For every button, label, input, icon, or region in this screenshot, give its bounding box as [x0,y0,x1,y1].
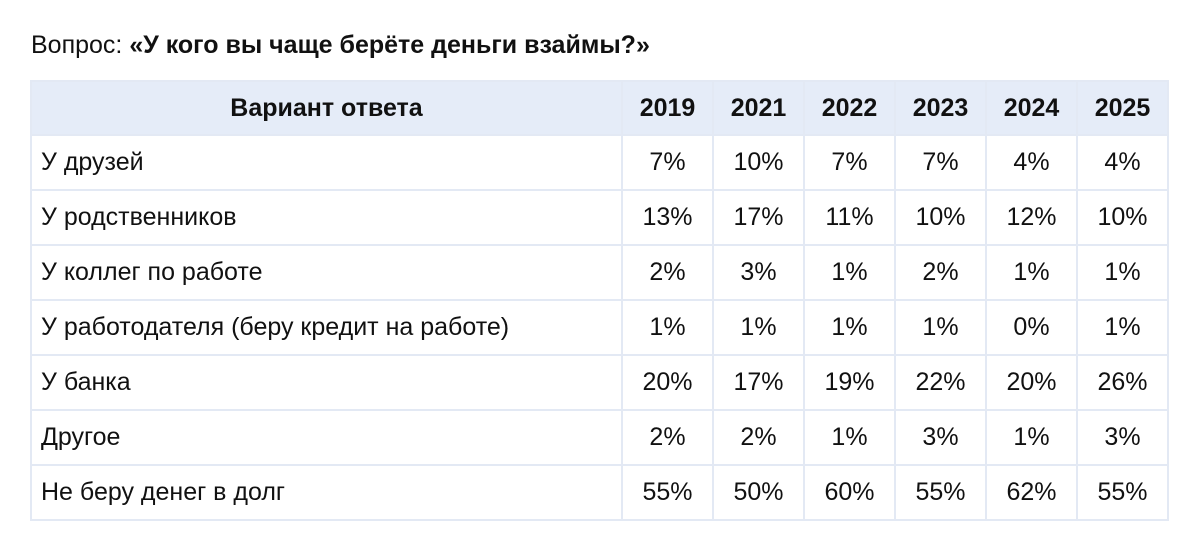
value-cell: 17% [712,189,805,246]
value-cell: 1% [894,299,987,356]
value-cell: 1% [985,244,1078,301]
table-row: У друзей 7% 10% 7% 7% 4% 4% [30,134,1169,191]
header-answer-option: Вариант ответа [30,80,623,136]
header-year: 2022 [803,80,896,136]
value-cell: 55% [894,464,987,521]
value-cell: 4% [985,134,1078,191]
row-label: У друзей [30,134,623,191]
value-cell: 7% [894,134,987,191]
value-cell: 3% [712,244,805,301]
header-year: 2025 [1076,80,1169,136]
value-cell: 10% [1076,189,1169,246]
row-label: У работодателя (беру кредит на работе) [30,299,623,356]
value-cell: 55% [1076,464,1169,521]
value-cell: 11% [803,189,896,246]
header-year: 2023 [894,80,987,136]
value-cell: 7% [803,134,896,191]
value-cell: 1% [1076,299,1169,356]
value-cell: 19% [803,354,896,411]
value-cell: 1% [1076,244,1169,301]
header-year: 2024 [985,80,1078,136]
value-cell: 1% [803,299,896,356]
value-cell: 1% [621,299,714,356]
value-cell: 7% [621,134,714,191]
value-cell: 1% [985,409,1078,466]
value-cell: 3% [894,409,987,466]
table-row: Не беру денег в долг 55% 50% 60% 55% 62%… [30,464,1169,521]
value-cell: 12% [985,189,1078,246]
value-cell: 2% [712,409,805,466]
value-cell: 10% [712,134,805,191]
row-label: У коллег по работе [30,244,623,301]
value-cell: 10% [894,189,987,246]
row-label: Другое [30,409,623,466]
value-cell: 62% [985,464,1078,521]
question-line: Вопрос: «У кого вы чаще берёте деньги вз… [31,27,650,63]
value-cell: 20% [985,354,1078,411]
row-label: У банка [30,354,623,411]
table-row: Другое 2% 2% 1% 3% 1% 3% [30,409,1169,466]
question-text: «У кого вы чаще берёте деньги взаймы?» [129,31,650,59]
value-cell: 13% [621,189,714,246]
table-row: У коллег по работе 2% 3% 1% 2% 1% 1% [30,244,1169,301]
value-cell: 50% [712,464,805,521]
value-cell: 60% [803,464,896,521]
header-year: 2019 [621,80,714,136]
value-cell: 1% [712,299,805,356]
header-year: 2021 [712,80,805,136]
row-label: Не беру денег в долг [30,464,623,521]
value-cell: 3% [1076,409,1169,466]
row-label: У родственников [30,189,623,246]
table-row: У работодателя (беру кредит на работе) 1… [30,299,1169,356]
value-cell: 17% [712,354,805,411]
value-cell: 0% [985,299,1078,356]
table-row: У банка 20% 17% 19% 22% 20% 26% [30,354,1169,411]
value-cell: 2% [621,409,714,466]
value-cell: 20% [621,354,714,411]
value-cell: 1% [803,244,896,301]
table-row: У родственников 13% 17% 11% 10% 12% 10% [30,189,1169,246]
value-cell: 2% [621,244,714,301]
value-cell: 55% [621,464,714,521]
value-cell: 4% [1076,134,1169,191]
value-cell: 22% [894,354,987,411]
question-prefix: Вопрос: [31,31,123,59]
table-header-row: Вариант ответа 2019 2021 2022 2023 2024 … [30,80,1169,136]
survey-results-table: Вариант ответа 2019 2021 2022 2023 2024 … [30,80,1169,521]
value-cell: 1% [803,409,896,466]
value-cell: 2% [894,244,987,301]
value-cell: 26% [1076,354,1169,411]
